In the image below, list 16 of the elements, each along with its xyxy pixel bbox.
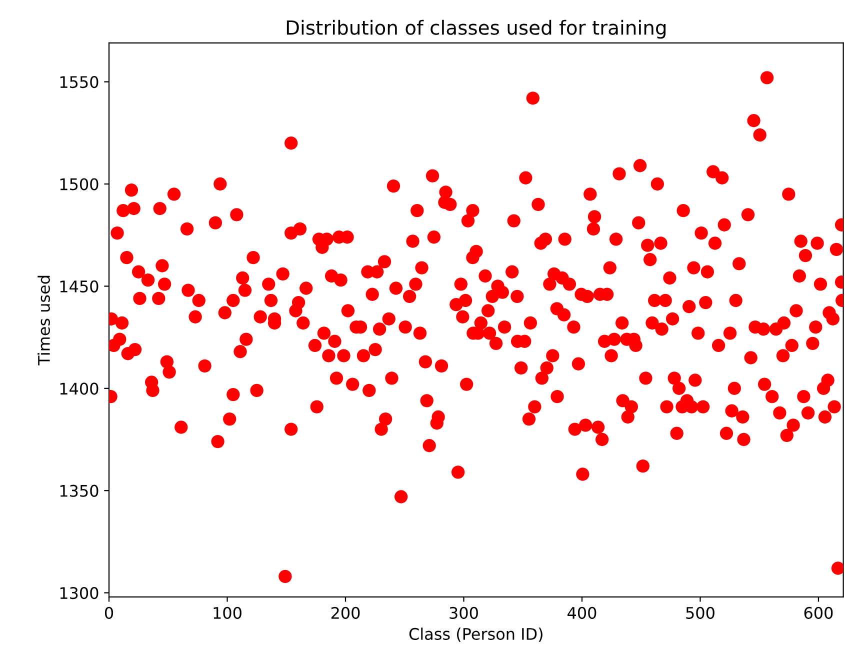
x-tick-label: 100 bbox=[214, 606, 242, 619]
y-axis-title: Times used bbox=[38, 276, 50, 366]
x-tick-label: 300 bbox=[450, 606, 478, 619]
x-tick-label: 200 bbox=[331, 606, 360, 619]
y-tick-label: 1450 bbox=[60, 280, 98, 292]
y-tick-label: 1500 bbox=[60, 178, 98, 190]
x-tick-label: 500 bbox=[686, 606, 714, 619]
x-tick-label: 600 bbox=[804, 606, 833, 619]
y-tick-label: 1400 bbox=[60, 382, 98, 395]
y-tick-label: 1550 bbox=[60, 76, 98, 88]
y-tick-label: 1350 bbox=[60, 484, 98, 497]
chart-title: Distribution of classes used for training bbox=[286, 20, 666, 39]
x-axis-title: Class (Person ID) bbox=[409, 628, 542, 642]
y-tick-label: 1300 bbox=[60, 587, 98, 600]
x-tick-label: 0 bbox=[104, 606, 114, 619]
x-tick-label: 400 bbox=[568, 606, 596, 619]
